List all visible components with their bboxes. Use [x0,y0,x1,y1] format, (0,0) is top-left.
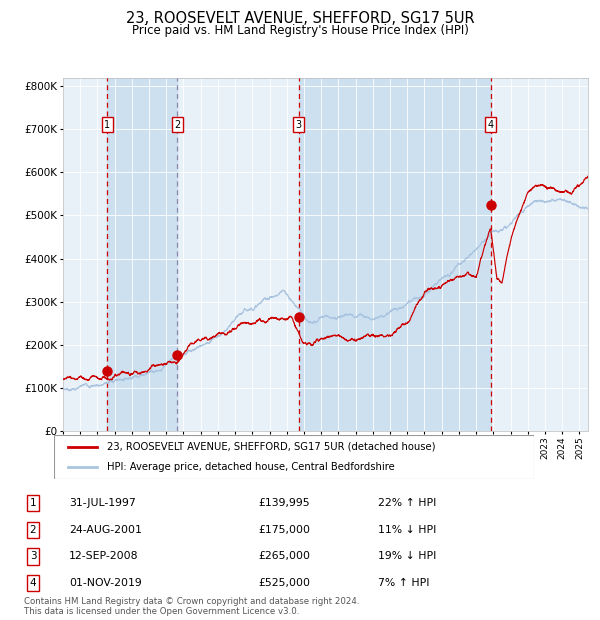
Text: £175,000: £175,000 [258,525,310,535]
Text: 3: 3 [296,120,302,130]
Text: Price paid vs. HM Land Registry's House Price Index (HPI): Price paid vs. HM Land Registry's House … [131,24,469,37]
Text: 22% ↑ HPI: 22% ↑ HPI [378,498,436,508]
Text: This data is licensed under the Open Government Licence v3.0.: This data is licensed under the Open Gov… [24,607,299,616]
Text: 24-AUG-2001: 24-AUG-2001 [69,525,142,535]
Text: £265,000: £265,000 [258,551,310,562]
Text: 1: 1 [104,120,110,130]
Text: 3: 3 [29,551,37,562]
Text: Contains HM Land Registry data © Crown copyright and database right 2024.: Contains HM Land Registry data © Crown c… [24,597,359,606]
Text: 23, ROOSEVELT AVENUE, SHEFFORD, SG17 5UR: 23, ROOSEVELT AVENUE, SHEFFORD, SG17 5UR [125,11,475,26]
Text: 19% ↓ HPI: 19% ↓ HPI [378,551,436,562]
Text: 23, ROOSEVELT AVENUE, SHEFFORD, SG17 5UR (detached house): 23, ROOSEVELT AVENUE, SHEFFORD, SG17 5UR… [107,442,436,452]
Text: 12-SEP-2008: 12-SEP-2008 [69,551,139,562]
Text: 1: 1 [29,498,37,508]
Text: 4: 4 [29,578,37,588]
Text: 7% ↑ HPI: 7% ↑ HPI [378,578,430,588]
Text: 01-NOV-2019: 01-NOV-2019 [69,578,142,588]
FancyBboxPatch shape [54,435,534,479]
Text: £525,000: £525,000 [258,578,310,588]
Text: HPI: Average price, detached house, Central Bedfordshire: HPI: Average price, detached house, Cent… [107,462,395,472]
Text: 2: 2 [175,120,181,130]
Bar [107,78,178,431]
Bar [299,78,491,431]
Text: 11% ↓ HPI: 11% ↓ HPI [378,525,436,535]
Text: 31-JUL-1997: 31-JUL-1997 [69,498,136,508]
Text: 4: 4 [488,120,494,130]
Text: £139,995: £139,995 [258,498,310,508]
Text: 2: 2 [29,525,37,535]
